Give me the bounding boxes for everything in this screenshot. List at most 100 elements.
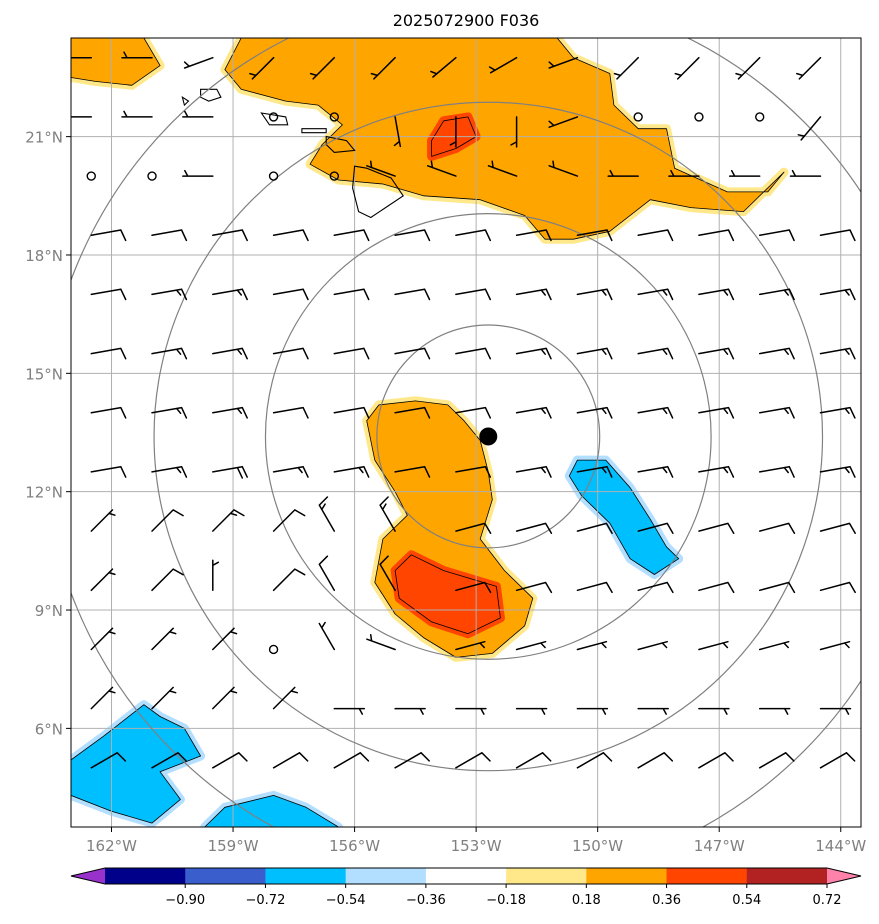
wind-barb (637, 406, 674, 419)
barb-shape (698, 288, 735, 301)
barb-shape (394, 406, 431, 419)
barb-shape (212, 752, 248, 769)
wind-barb (90, 406, 127, 419)
x-tick-label: 162°W (86, 837, 137, 855)
barb-shape (90, 627, 116, 651)
wind-barb (515, 406, 552, 419)
wind-barb (455, 522, 492, 534)
wind-barb (333, 752, 370, 769)
wind-barb (819, 640, 851, 651)
y-tick-label: 18°N (25, 247, 63, 265)
barb-shape (449, 116, 457, 148)
wind-barb (758, 522, 796, 534)
calm-wind-circle (755, 112, 765, 122)
wind-barb (151, 229, 188, 242)
barb-shape (698, 406, 735, 419)
barb-shape (515, 640, 547, 651)
barb-shape (637, 465, 674, 478)
wind-barb (797, 116, 822, 141)
barb-shape (455, 347, 492, 360)
barb-shape (394, 707, 426, 715)
map-plot-area (71, 38, 861, 827)
barb-shape (789, 169, 822, 177)
wind-barb (455, 465, 492, 478)
wind-barb (548, 56, 579, 69)
barb-shape (797, 116, 822, 141)
wind-barb (515, 229, 552, 242)
barb-shape (272, 406, 309, 419)
wind-barb (309, 56, 336, 80)
barb-shape (698, 347, 735, 360)
barb-shape (758, 347, 795, 360)
wind-barb (272, 229, 309, 242)
barb-shape (151, 465, 188, 478)
barb-shape (515, 522, 553, 534)
calm-wind-circle (633, 112, 643, 122)
barb-shape (548, 116, 579, 128)
wind-barb (394, 752, 430, 769)
wind-barb (576, 465, 613, 478)
barb-shape (510, 116, 518, 148)
wind-barb (698, 465, 735, 478)
barb-shape (637, 406, 674, 419)
colorbar-segment (586, 868, 668, 884)
barb-shape (212, 686, 238, 710)
orange-topleft-field (71, 38, 161, 86)
wind-barb (637, 288, 674, 301)
barb-shape (515, 752, 552, 769)
barb-shape (637, 288, 674, 301)
barb-shape (698, 581, 735, 594)
barb-shape (318, 496, 336, 532)
map-title: 2025072900 F036 (393, 11, 540, 30)
colorbar-label: −0.90 (165, 893, 205, 908)
barb-shape (121, 110, 153, 118)
wind-barb (151, 627, 177, 651)
wind-barb (333, 347, 370, 360)
calm-wind-circle (694, 112, 704, 122)
wind-barb (333, 465, 370, 478)
colorbar-label: 0.18 (572, 893, 601, 908)
barb-shape (212, 229, 248, 242)
colorbar-label: 0.54 (732, 893, 761, 908)
wind-barb (212, 686, 238, 710)
wind-barb (576, 522, 613, 534)
barb-shape (637, 640, 668, 651)
colorbar-outline (70, 867, 862, 885)
storm-center-marker (479, 427, 498, 446)
barb-shape (212, 288, 248, 301)
barb-shape (698, 640, 729, 651)
wind-barb (637, 347, 674, 360)
barb-shape (90, 347, 127, 360)
wind-barb (272, 347, 309, 360)
barb-shape (637, 707, 669, 715)
wind-barb (318, 621, 336, 651)
barb-shape (576, 640, 608, 651)
wind-barb (370, 56, 396, 80)
barb-shape (698, 752, 734, 769)
wind-barb (366, 160, 396, 177)
wind-barb (576, 640, 608, 651)
barb-shape (607, 169, 639, 177)
barb-shape (698, 229, 735, 242)
colorbar-segment (345, 868, 427, 884)
barb-shape (698, 522, 735, 534)
lat-lon-grid (71, 38, 861, 827)
barb-shape (212, 559, 220, 592)
wind-barb (182, 169, 214, 177)
barb-shape (637, 522, 674, 534)
wind-barb (455, 406, 492, 419)
barb-shape (758, 288, 795, 301)
wind-barb (212, 559, 220, 592)
barb-shape (366, 160, 396, 177)
barb-shape (212, 509, 245, 532)
barb-shape (272, 465, 309, 478)
wind-barb (272, 406, 309, 419)
barb-shape (758, 522, 796, 534)
barb-shape (455, 581, 492, 594)
hawaii-big-island (352, 165, 404, 219)
wind-barb (151, 686, 177, 710)
barb-shape (394, 229, 431, 242)
wind-barb (789, 169, 822, 177)
barb-shape (394, 752, 430, 769)
barb-shape (182, 110, 214, 118)
